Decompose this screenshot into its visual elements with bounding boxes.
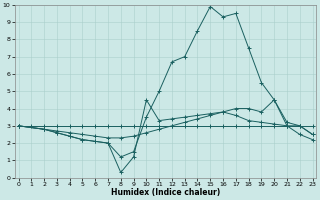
X-axis label: Humidex (Indice chaleur): Humidex (Indice chaleur): [111, 188, 220, 197]
